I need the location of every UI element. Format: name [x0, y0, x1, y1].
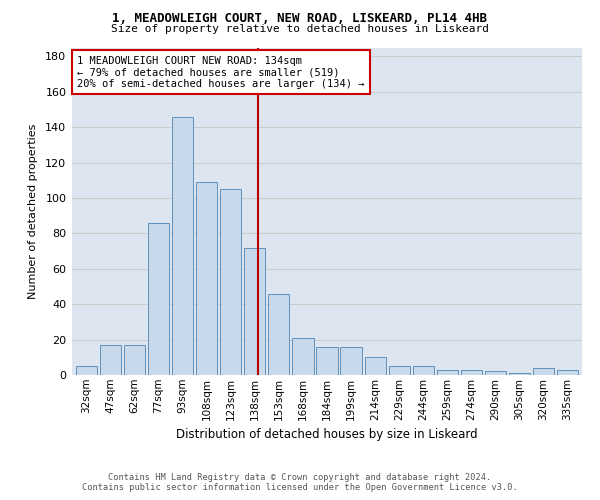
Bar — [365, 358, 386, 375]
X-axis label: Distribution of detached houses by size in Liskeard: Distribution of detached houses by size … — [176, 428, 478, 441]
Bar — [148, 223, 169, 375]
Bar — [196, 182, 217, 375]
Text: Contains HM Land Registry data © Crown copyright and database right 2024.
Contai: Contains HM Land Registry data © Crown c… — [82, 473, 518, 492]
Bar — [172, 116, 193, 375]
Bar — [509, 373, 530, 375]
Bar — [437, 370, 458, 375]
Text: 1 MEADOWLEIGH COURT NEW ROAD: 134sqm
← 79% of detached houses are smaller (519)
: 1 MEADOWLEIGH COURT NEW ROAD: 134sqm ← 7… — [77, 56, 365, 89]
Bar — [461, 370, 482, 375]
Y-axis label: Number of detached properties: Number of detached properties — [28, 124, 38, 299]
Bar — [76, 366, 97, 375]
Bar — [316, 346, 338, 375]
Bar — [244, 248, 265, 375]
Bar — [533, 368, 554, 375]
Bar — [557, 370, 578, 375]
Bar — [413, 366, 434, 375]
Bar — [220, 189, 241, 375]
Bar — [100, 345, 121, 375]
Text: Size of property relative to detached houses in Liskeard: Size of property relative to detached ho… — [111, 24, 489, 34]
Bar — [292, 338, 314, 375]
Bar — [124, 345, 145, 375]
Bar — [389, 366, 410, 375]
Bar — [485, 372, 506, 375]
Bar — [268, 294, 289, 375]
Text: 1, MEADOWLEIGH COURT, NEW ROAD, LISKEARD, PL14 4HB: 1, MEADOWLEIGH COURT, NEW ROAD, LISKEARD… — [113, 12, 487, 26]
Bar — [340, 346, 362, 375]
